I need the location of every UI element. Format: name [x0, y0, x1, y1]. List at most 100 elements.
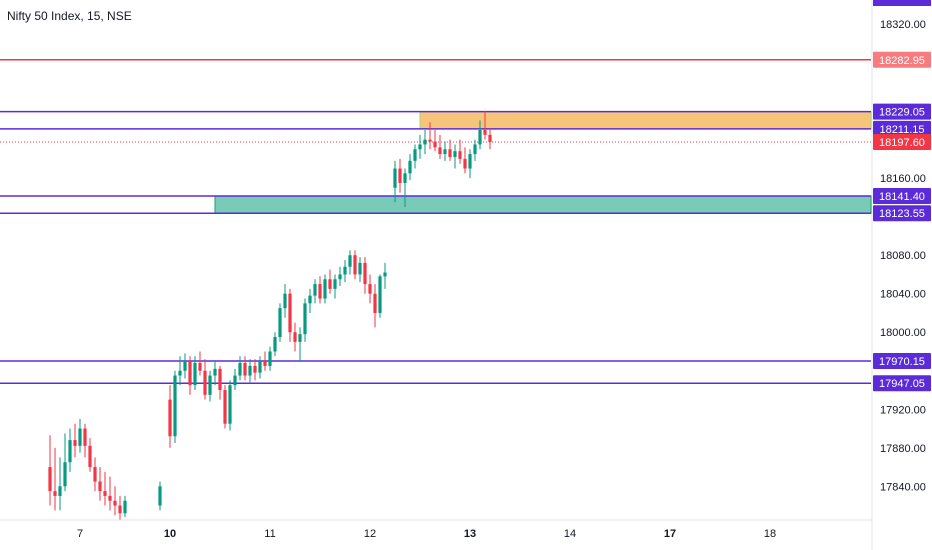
candle-body-18	[173, 375, 177, 437]
candle-body-33	[248, 365, 252, 376]
y-tick-label: 18040.00	[880, 289, 926, 301]
candle-body-27	[218, 368, 222, 390]
level-price-tag-1: 18229.05	[879, 107, 925, 119]
candle-body-42	[293, 332, 297, 342]
y-tick-label: 18320.00	[880, 19, 926, 31]
candle-body-60	[383, 272, 387, 277]
candle-body-79	[483, 130, 487, 135]
level-price-tag-6: 17947.05	[879, 378, 925, 390]
level-price-tag-0: 18282.95	[879, 55, 925, 67]
demand-zone	[214, 195, 872, 214]
symbol-title: Nifty 50 Index, 15, NSE	[7, 9, 132, 23]
candle-body-15	[123, 500, 127, 514]
candle-body-74	[458, 151, 462, 159]
candle-body-36	[263, 361, 267, 366]
candle-body-64	[408, 160, 412, 174]
candle-body-26	[213, 368, 217, 376]
candle-body-68	[428, 139, 432, 142]
level-price-tag-2-bg	[873, 120, 931, 137]
candle-body-31	[238, 363, 242, 376]
level-price-tag-4-bg	[873, 205, 931, 222]
candle-body-23	[198, 363, 202, 371]
levels-layer	[0, 59, 871, 384]
candle-body-56	[363, 262, 367, 285]
candle-body-29	[228, 385, 232, 424]
candle-body-21	[188, 361, 192, 386]
candle-body-28	[223, 390, 227, 424]
y-tick-label: 18160.00	[880, 173, 926, 185]
candle-body-30	[233, 375, 237, 386]
candle-body-49	[328, 279, 332, 289]
y-tick-label: 18080.00	[880, 250, 926, 262]
level-price-tag-5: 17970.15	[879, 356, 925, 368]
candle-body-54	[353, 255, 357, 275]
candle-body-8	[88, 445, 92, 468]
candle-body-57	[368, 284, 372, 294]
y-tick-label: 17880.00	[880, 443, 926, 455]
level-price-tag-4: 18123.55	[879, 208, 925, 220]
candle-body-78	[478, 130, 482, 145]
candle-body-2	[58, 486, 62, 496]
candle-body-43	[298, 334, 302, 342]
candle-body-9	[93, 467, 97, 482]
x-tick-label: 18	[764, 528, 776, 540]
candle-body-71	[443, 149, 447, 155]
y-tick-label: 18000.00	[880, 327, 926, 339]
x-tick-label: 7	[77, 528, 83, 540]
candle-body-46	[313, 284, 317, 296]
candle-body-24	[203, 370, 207, 395]
candle-body-70	[438, 147, 442, 155]
candle-body-5	[73, 440, 77, 446]
candle-body-11	[103, 491, 107, 496]
candle-body-62	[398, 168, 402, 183]
candle-body-3	[63, 462, 67, 487]
x-tick-label: 11	[264, 528, 275, 540]
candle-body-41	[288, 293, 292, 333]
x-tick-label: 10	[164, 528, 176, 540]
top-level-tag-bg	[873, 0, 931, 6]
candle-body-65	[413, 149, 417, 161]
candle-body-0	[48, 467, 52, 492]
candle-body-38	[273, 337, 277, 352]
candle-body-10	[98, 481, 102, 492]
candle-body-13	[113, 500, 117, 506]
level-price-tag-6-bg	[873, 375, 931, 392]
candle-body-76	[468, 154, 472, 169]
supply-zone	[419, 111, 872, 130]
candle-body-72	[448, 149, 452, 157]
candle-body-50	[333, 279, 337, 289]
candle-body-25	[208, 375, 212, 395]
candle-body-14	[118, 505, 122, 514]
zones-layer	[214, 111, 872, 214]
candle-body-58	[373, 293, 377, 313]
last-price-tag-bg	[873, 133, 931, 150]
y-tick-label: 17840.00	[880, 481, 926, 493]
candle-body-44	[303, 303, 307, 335]
candle-body-59	[378, 276, 382, 313]
candle-body-45	[308, 295, 312, 304]
candle-body-66	[418, 144, 422, 150]
last-price-tag: 18197.60	[879, 137, 925, 149]
candle-body-6	[78, 428, 82, 446]
level-price-tag-5-bg	[873, 352, 931, 369]
candle-body-47	[318, 284, 322, 299]
candle-body-20	[183, 361, 187, 371]
candle-body-80	[488, 134, 492, 142]
level-price-tag-2: 18211.15	[879, 124, 924, 136]
level-price-tag-3: 18141.40	[879, 191, 925, 203]
candle-body-4	[68, 440, 72, 463]
candle-body-35	[258, 361, 262, 373]
candle-body-34	[253, 365, 257, 373]
candle-body-16	[158, 486, 162, 506]
candle-body-7	[83, 428, 87, 446]
candle-body-75	[463, 158, 467, 169]
candles-layer	[48, 110, 492, 520]
candle-body-39	[278, 308, 282, 338]
candle-body-73	[453, 151, 457, 157]
level-price-tag-1-bg	[873, 103, 931, 120]
candle-body-1	[53, 491, 57, 496]
candle-body-51	[338, 274, 342, 280]
